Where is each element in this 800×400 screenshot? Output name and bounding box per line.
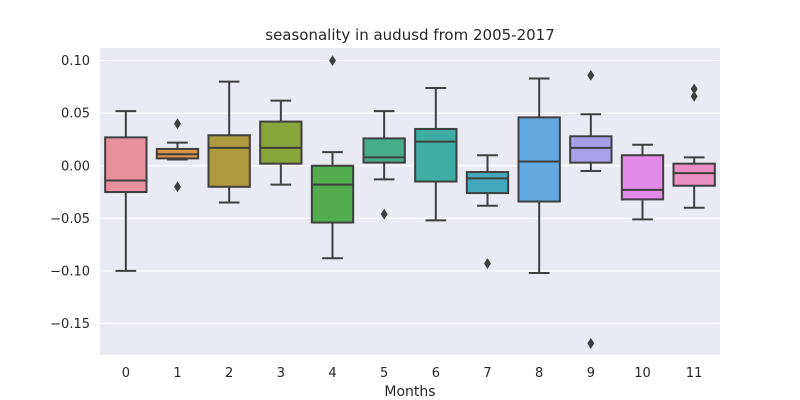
- x-tick-label: 3: [277, 366, 285, 381]
- box-iqr: [310, 164, 355, 224]
- box-month-2: [207, 80, 251, 204]
- outlier-point: [484, 258, 491, 269]
- y-tick-label: −0.15: [50, 317, 90, 332]
- box-month-9: [569, 69, 613, 349]
- x-tick-label: 9: [587, 366, 595, 381]
- y-axis-ticks: 0.10 0.05 0.00 −0.05 −0.10 −0.15: [50, 54, 90, 332]
- outlier-point: [587, 338, 595, 349]
- box-month-10: [620, 143, 665, 221]
- x-tick-label: 0: [122, 366, 130, 381]
- outlier-point: [587, 69, 595, 81]
- x-axis-label: Months: [384, 384, 435, 400]
- x-tick-label: 4: [328, 366, 336, 381]
- box-iqr: [362, 137, 406, 164]
- x-tick-label: 6: [432, 366, 440, 381]
- plot-area: [100, 48, 720, 355]
- x-tick-label: 7: [483, 366, 491, 381]
- outlier-point: [174, 181, 181, 193]
- box-iqr: [414, 127, 458, 183]
- y-tick-label: 0.05: [61, 107, 90, 122]
- box-iqr: [672, 162, 716, 187]
- box-month-11: [672, 83, 716, 209]
- box-month-8: [517, 77, 561, 274]
- grid-lines: [100, 60, 720, 325]
- y-tick-label: 0.10: [61, 54, 90, 69]
- box-iqr: [465, 171, 510, 195]
- x-axis-ticks: 0 1 2 3 4 5 6 7 8 9 10 11: [122, 366, 703, 381]
- box-month-3: [259, 99, 303, 186]
- box-series: [104, 55, 716, 349]
- y-tick-label: 0.00: [61, 159, 90, 174]
- x-tick-label: 5: [380, 366, 388, 381]
- box-iqr: [259, 120, 303, 165]
- y-tick-label: −0.10: [50, 264, 90, 279]
- box-month-0: [104, 110, 148, 272]
- outlier-point: [690, 90, 698, 102]
- box-month-1: [155, 118, 200, 193]
- box-month-7: [465, 154, 510, 269]
- x-tick-label: 2: [225, 366, 233, 381]
- box-month-4: [310, 55, 355, 260]
- x-tick-label: 10: [634, 366, 651, 381]
- box-iqr: [517, 116, 561, 203]
- y-tick-label: −0.05: [50, 212, 90, 227]
- x-tick-label: 8: [535, 366, 543, 381]
- x-tick-label: 1: [173, 366, 181, 381]
- chart-title: seasonality in audusd from 2005-2017: [265, 26, 555, 44]
- outlier-point: [329, 55, 336, 67]
- outlier-point: [380, 208, 388, 220]
- box-iqr: [569, 135, 613, 164]
- box-month-6: [414, 86, 458, 222]
- box-iqr: [620, 154, 665, 201]
- outlier-point: [174, 118, 181, 130]
- x-tick-label: 11: [686, 366, 703, 381]
- box-iqr: [104, 136, 148, 194]
- box-month-5: [362, 110, 406, 220]
- box-iqr: [207, 134, 251, 188]
